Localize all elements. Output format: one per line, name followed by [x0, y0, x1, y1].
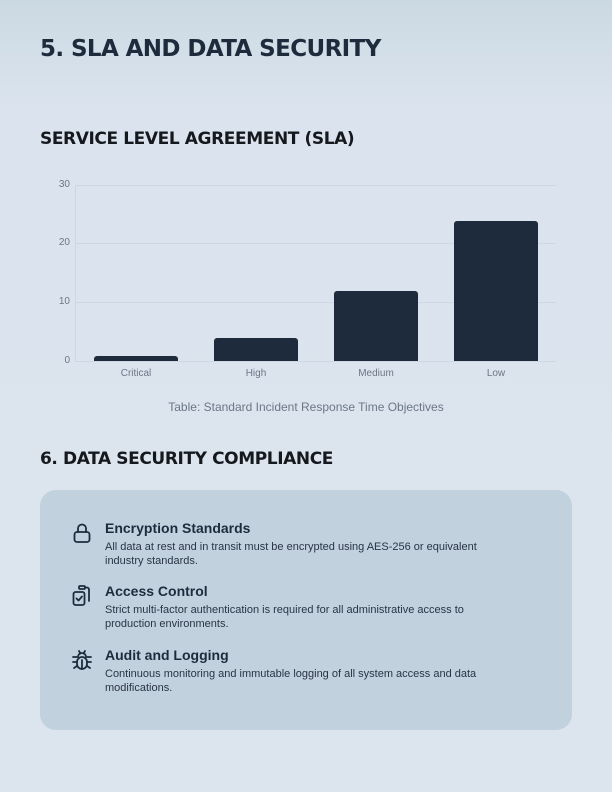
item-description: All data at rest and in transit must be … [105, 541, 477, 567]
x-label-low: Low [486, 368, 506, 379]
x-label-high: High [245, 368, 267, 379]
compliance-card: Encryption Standards All data at rest an… [40, 490, 572, 730]
chart-caption: Table: Standard Incident Response Time O… [168, 400, 444, 414]
x-label-medium: Medium [358, 368, 394, 379]
bar-low [454, 221, 538, 361]
y-tick-0: 0 [64, 355, 70, 366]
y-tick-30: 30 [58, 179, 70, 190]
sla-heading: SERVICE LEVEL AGREEMENT (SLA) [40, 129, 355, 149]
gridline [76, 243, 556, 244]
x-axis-line [76, 361, 556, 362]
bar-critical [94, 356, 178, 361]
clipboard-check-icon [70, 584, 94, 608]
item-title: Encryption Standards [105, 520, 251, 536]
x-label-critical: Critical [120, 368, 152, 379]
y-axis-line [75, 185, 76, 362]
bug-icon [70, 648, 94, 672]
item-title: Audit and Logging [105, 647, 229, 663]
gridline [76, 185, 556, 186]
item-description: Continuous monitoring and immutable logg… [105, 668, 477, 694]
bar-high [214, 338, 298, 361]
section-5-title: 5. SLA AND DATA SECURITY [40, 36, 381, 62]
y-tick-20: 20 [58, 237, 70, 248]
item-description: Strict multi-factor authentication is re… [105, 604, 464, 630]
lock-icon [70, 521, 94, 545]
y-tick-10: 10 [58, 296, 70, 307]
gridline [76, 302, 556, 303]
item-title: Access Control [105, 583, 208, 599]
section-6-title: 6. DATA SECURITY COMPLIANCE [40, 449, 334, 469]
sla-bar-chart: 30 20 10 0 Critical High Medium Low [40, 176, 570, 386]
bar-medium [334, 291, 418, 361]
